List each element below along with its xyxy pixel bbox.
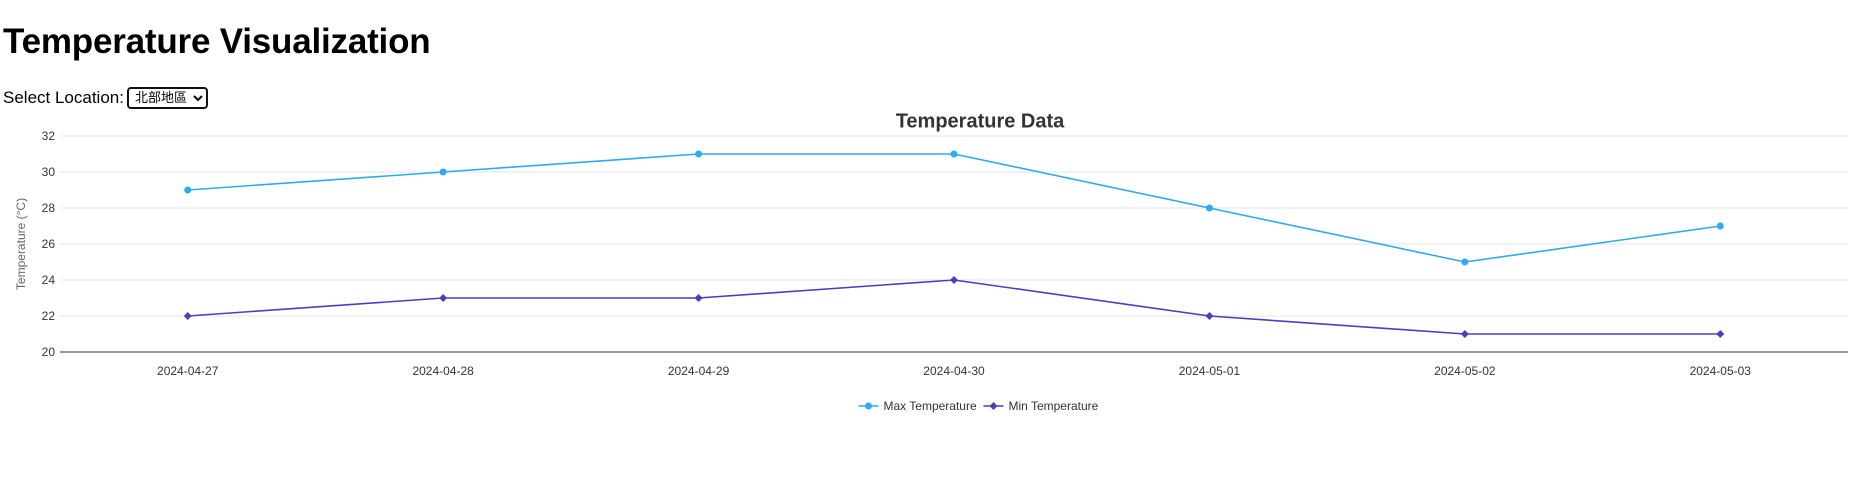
chart-svg: Temperature Data 20 22 24 26 28 30 32 2024-04-27… <box>14 111 1848 413</box>
x-tick-label: 2024-04-29 <box>668 364 730 378</box>
x-tick-label: 2024-04-28 <box>412 364 474 378</box>
chart-title: Temperature Data <box>896 111 1065 133</box>
x-tick-label: 2024-05-01 <box>1179 364 1241 378</box>
y-tick-label: 28 <box>42 201 56 215</box>
y-tick-label: 24 <box>42 273 56 287</box>
x-tick-label: 2024-04-27 <box>157 364 219 378</box>
location-selector-row: Select Location: 北部地區 <box>3 86 208 110</box>
data-point-circle[interactable] <box>1716 222 1724 230</box>
legend-label: Min Temperature <box>1009 399 1099 413</box>
series-line <box>187 279 1721 335</box>
grid-lines <box>60 135 1848 317</box>
data-point-circle[interactable] <box>184 186 192 194</box>
legend-swatch-circle <box>865 402 872 410</box>
x-tick-label: 2024-05-02 <box>1434 364 1496 378</box>
data-point-diamond[interactable] <box>694 294 703 302</box>
series <box>183 150 1725 338</box>
legend-label: Max Temperature <box>884 399 977 413</box>
series-max-temperature <box>184 150 1724 266</box>
y-tick-label: 30 <box>42 165 56 179</box>
location-label: Select Location: <box>3 88 124 107</box>
data-point-circle[interactable] <box>695 150 703 158</box>
data-point-circle[interactable] <box>950 150 958 158</box>
page-title: Temperature Visualization <box>3 22 431 61</box>
y-tick-label: 32 <box>42 129 56 143</box>
x-tick-label: 2024-04-30 <box>923 364 985 378</box>
data-point-diamond[interactable] <box>439 294 448 302</box>
y-tick-label: 22 <box>42 309 56 323</box>
data-point-circle[interactable] <box>439 168 447 176</box>
data-point-diamond[interactable] <box>183 312 192 320</box>
legend-swatch-diamond <box>989 402 998 410</box>
series-min-temperature <box>183 276 1725 338</box>
data-point-circle[interactable] <box>1461 258 1469 266</box>
y-axis-label: Temperature (°C) <box>14 198 28 290</box>
labels: Temperature Data 20 22 24 26 28 30 32 2024-04-27… <box>14 111 1751 378</box>
y-tick-label: 20 <box>42 345 56 359</box>
data-point-circle[interactable] <box>1205 204 1213 212</box>
data-point-diamond[interactable] <box>1205 312 1214 320</box>
data-point-diamond[interactable] <box>950 276 958 284</box>
legend-item[interactable]: Max Temperature <box>858 399 977 413</box>
legend[interactable]: Max Temperature Min Temperature <box>858 399 1099 413</box>
y-tick-label: 26 <box>42 237 56 251</box>
temperature-chart: Temperature Data 20 22 24 26 28 30 32 2024-04-27… <box>0 110 1864 481</box>
data-point-diamond[interactable] <box>1460 330 1469 338</box>
legend-item[interactable]: Min Temperature <box>983 399 1099 413</box>
data-point-diamond[interactable] <box>1716 330 1725 338</box>
location-select[interactable]: 北部地區 <box>126 87 208 109</box>
x-tick-label: 2024-05-03 <box>1690 364 1752 378</box>
